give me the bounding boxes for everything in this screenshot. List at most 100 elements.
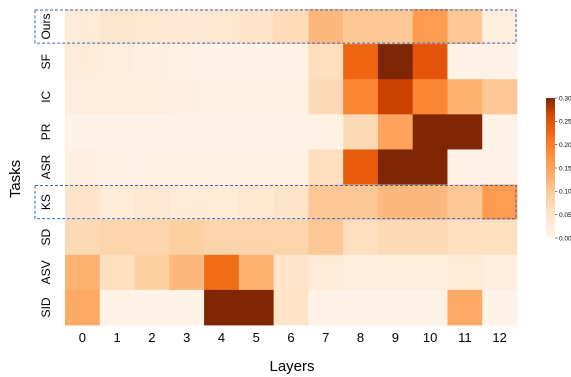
y-tick-label: IC: [39, 90, 53, 102]
y-axis-label: Tasks: [7, 160, 24, 198]
heatmap-cell-SID-11: [447, 289, 483, 326]
heatmap-cell-SF-2: [134, 44, 170, 80]
x-tick-label: 9: [392, 330, 399, 345]
x-tick-label: 8: [357, 330, 364, 345]
heatmap-cell-ASR-5: [238, 149, 275, 185]
heatmap-cell-SD-3: [169, 219, 205, 256]
x-tick-label: 11: [458, 330, 472, 345]
y-tick-label: SF: [39, 54, 53, 69]
heatmap-cell-ASV-5: [238, 254, 275, 291]
heatmap-cell-ASR-3: [169, 149, 205, 185]
heatmap-cell-ASV-12: [482, 254, 518, 291]
heatmap-cell-KS-12: [482, 184, 518, 221]
heatmap-cell-IC-2: [134, 79, 170, 115]
x-tick-label: 5: [253, 330, 260, 345]
heatmap-cell-KS-3: [169, 184, 205, 221]
heatmap-cell-IC-4: [204, 79, 240, 115]
heatmap-cell-KS-8: [343, 184, 379, 221]
x-tick-labels: 0 1 2 3 4 5 6 7 8 9 10 11 12: [79, 330, 507, 345]
heatmap-cell-SD-6: [273, 219, 309, 256]
heatmap-cell-KS-4: [204, 184, 240, 221]
heatmap-cell-Ours-8: [343, 9, 379, 45]
colorbar-tick-label: 0.25: [559, 119, 571, 126]
heatmap-cell-SF-11: [447, 44, 483, 80]
heatmap-cell-SF-4: [204, 44, 240, 80]
colorbar-tick-label: 0.00: [559, 235, 571, 242]
heatmap-cell-IC-10: [412, 79, 448, 115]
heatmap-cell-Ours-12: [482, 9, 518, 45]
heatmap-cell-SID-1: [99, 289, 135, 326]
heatmap-cell-ASV-3: [169, 254, 205, 291]
heatmap-cell-SID-3: [169, 289, 205, 326]
heatmap-cell-SID-8: [343, 289, 379, 326]
heatmap-cell-ASR-9: [377, 149, 414, 185]
heatmap-cell-SID-4: [204, 289, 240, 326]
heatmap-cell-Ours-4: [204, 9, 240, 45]
heatmap-cell-Ours-0: [65, 9, 101, 45]
heatmap-cell-ASR-8: [343, 149, 379, 185]
colorbar-tick-label: 0.30: [559, 95, 571, 102]
heatmap-cell-ASV-4: [204, 254, 240, 291]
colorbar-tick-label: 0.05: [559, 212, 571, 219]
heatmap-cell-KS-11: [447, 184, 483, 221]
colorbar-gradient: [546, 98, 555, 238]
heatmap-cell-PR-1: [99, 114, 135, 150]
heatmap-cell-SF-7: [308, 44, 344, 80]
y-tick-label: KS: [39, 194, 53, 210]
heatmap-cell-IC-0: [65, 79, 101, 115]
heatmap-cell-PR-7: [308, 114, 344, 150]
y-tick-label: SD: [39, 229, 53, 246]
heatmap-cell-SF-5: [238, 44, 275, 80]
heatmap-cell-SD-8: [343, 219, 379, 256]
colorbar-tick-label: 0.20: [559, 142, 571, 149]
heatmap-cell-PR-2: [134, 114, 170, 150]
heatmap-cell-SD-10: [412, 219, 448, 256]
heatmap-cell-ASV-11: [447, 254, 483, 291]
heatmap-cell-SF-0: [65, 44, 101, 80]
heatmap-cell-ASR-12: [482, 149, 518, 185]
heatmap-cell-IC-3: [169, 79, 205, 115]
heatmap-cell-KS-10: [412, 184, 448, 221]
x-tick-label: 12: [492, 330, 506, 345]
heatmap-cell-ASR-2: [134, 149, 170, 185]
heatmap-cell-Ours-7: [308, 9, 344, 45]
heatmap-cell-PR-6: [273, 114, 309, 150]
x-tick-label: 2: [148, 330, 155, 345]
heatmap-cells: [65, 9, 518, 326]
x-tick-label: 0: [79, 330, 86, 345]
heatmap-cell-PR-5: [238, 114, 275, 150]
heatmap-cell-ASR-6: [273, 149, 309, 185]
heatmap-cell-ASV-0: [65, 254, 101, 291]
heatmap-cell-ASV-8: [343, 254, 379, 291]
heatmap-cell-ASR-1: [99, 149, 135, 185]
heatmap-cell-SID-10: [412, 289, 448, 326]
y-tick-label: SID: [39, 297, 53, 317]
heatmap-cell-SD-0: [65, 219, 101, 256]
heatmap-cell-IC-8: [343, 79, 379, 115]
y-tick-label: ASR: [39, 154, 53, 179]
heatmap-cell-Ours-2: [134, 9, 170, 45]
x-tick-label: 1: [114, 330, 121, 345]
heatmap-cell-PR-9: [377, 114, 414, 150]
heatmap-cell-SD-12: [482, 219, 518, 256]
heatmap-cell-SF-6: [273, 44, 309, 80]
heatmap-cell-SID-9: [377, 289, 414, 326]
heatmap-cell-ASR-0: [65, 149, 101, 185]
heatmap-cell-KS-5: [238, 184, 275, 221]
heatmap-cell-KS-2: [134, 184, 170, 221]
heatmap-cell-Ours-5: [238, 9, 275, 45]
y-tick-labels: Ours SF IC PR ASR KS SD ASV SID: [39, 14, 53, 318]
heatmap-cell-SID-0: [65, 289, 101, 326]
heatmap-cell-SD-4: [204, 219, 240, 256]
heatmap-cell-IC-9: [377, 79, 414, 115]
heatmap-cell-IC-11: [447, 79, 483, 115]
x-tick-label: 7: [322, 330, 329, 345]
x-tick-label: 4: [218, 330, 225, 345]
heatmap-cell-SD-1: [99, 219, 135, 256]
heatmap-cell-IC-12: [482, 79, 518, 115]
heatmap-cell-ASV-9: [377, 254, 414, 291]
heatmap-cell-SID-12: [482, 289, 518, 326]
heatmap-cell-SD-2: [134, 219, 170, 256]
row-highlights: [34, 9, 517, 220]
